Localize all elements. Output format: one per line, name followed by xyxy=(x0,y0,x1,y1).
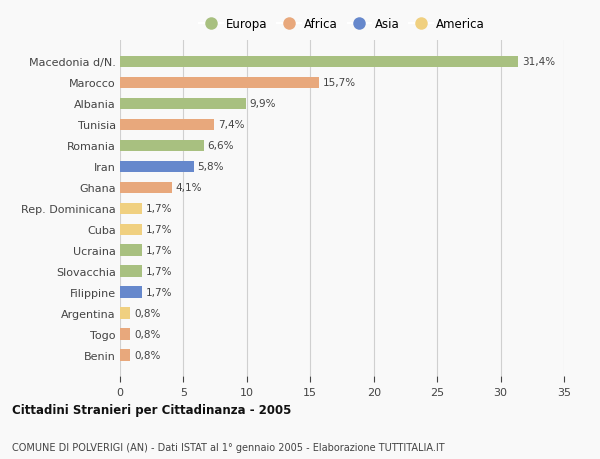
Text: 6,6%: 6,6% xyxy=(208,141,234,151)
Bar xyxy=(120,245,142,257)
Text: 0,8%: 0,8% xyxy=(134,330,160,340)
Bar xyxy=(120,308,130,319)
Bar xyxy=(120,266,142,277)
Bar xyxy=(120,78,319,89)
Bar xyxy=(120,329,130,340)
Bar xyxy=(120,161,194,173)
Text: 1,7%: 1,7% xyxy=(145,204,172,214)
Text: 7,4%: 7,4% xyxy=(218,120,244,130)
Bar xyxy=(120,182,172,194)
Text: 1,7%: 1,7% xyxy=(145,246,172,256)
Bar xyxy=(120,203,142,215)
Text: Cittadini Stranieri per Cittadinanza - 2005: Cittadini Stranieri per Cittadinanza - 2… xyxy=(12,403,292,416)
Text: 9,9%: 9,9% xyxy=(250,99,276,109)
Text: 1,7%: 1,7% xyxy=(145,267,172,277)
Bar xyxy=(120,119,214,131)
Legend: Europa, Africa, Asia, America: Europa, Africa, Asia, America xyxy=(194,14,490,36)
Text: 4,1%: 4,1% xyxy=(176,183,202,193)
Text: 0,8%: 0,8% xyxy=(134,350,160,360)
Text: 1,7%: 1,7% xyxy=(145,225,172,235)
Bar xyxy=(120,98,245,110)
Text: 1,7%: 1,7% xyxy=(145,288,172,297)
Bar xyxy=(120,56,518,68)
Text: 31,4%: 31,4% xyxy=(522,57,555,67)
Text: 15,7%: 15,7% xyxy=(323,78,356,88)
Text: COMUNE DI POLVERIGI (AN) - Dati ISTAT al 1° gennaio 2005 - Elaborazione TUTTITAL: COMUNE DI POLVERIGI (AN) - Dati ISTAT al… xyxy=(12,442,445,452)
Bar xyxy=(120,350,130,361)
Bar xyxy=(120,224,142,235)
Text: 5,8%: 5,8% xyxy=(197,162,224,172)
Text: 0,8%: 0,8% xyxy=(134,308,160,319)
Bar xyxy=(120,287,142,298)
Bar xyxy=(120,140,204,152)
